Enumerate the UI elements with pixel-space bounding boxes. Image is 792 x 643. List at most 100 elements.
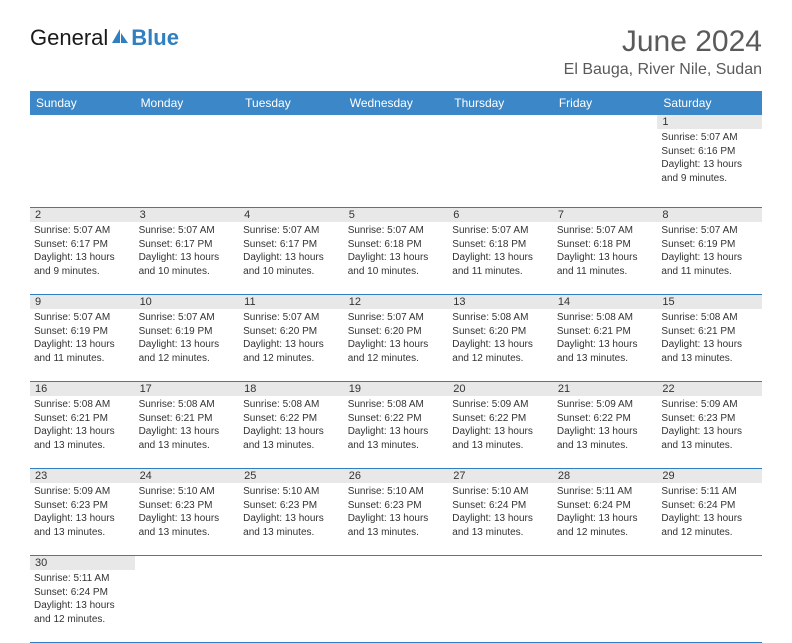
day-number bbox=[135, 115, 240, 129]
day-cell: Sunrise: 5:10 AMSunset: 6:23 PMDaylight:… bbox=[239, 483, 344, 555]
day-cell: Sunrise: 5:07 AMSunset: 6:20 PMDaylight:… bbox=[344, 309, 449, 381]
day-cell bbox=[135, 570, 240, 642]
sunrise-text: Sunrise: 5:07 AM bbox=[557, 224, 654, 238]
daylight-text: Daylight: 13 hours and 9 minutes. bbox=[661, 158, 758, 185]
sunrise-text: Sunrise: 5:09 AM bbox=[557, 398, 654, 412]
sunrise-text: Sunrise: 5:08 AM bbox=[557, 311, 654, 325]
day-cell bbox=[135, 129, 240, 207]
day-cell: Sunrise: 5:07 AMSunset: 6:19 PMDaylight:… bbox=[135, 309, 240, 381]
logo-text-blue: Blue bbox=[131, 25, 179, 51]
day-header-cell: Thursday bbox=[448, 91, 553, 115]
day-number: 17 bbox=[135, 382, 240, 396]
week-row: Sunrise: 5:11 AMSunset: 6:24 PMDaylight:… bbox=[30, 570, 762, 643]
sunrise-text: Sunrise: 5:11 AM bbox=[661, 485, 758, 499]
sunrise-text: Sunrise: 5:11 AM bbox=[557, 485, 654, 499]
day-cell bbox=[553, 129, 658, 207]
sunset-text: Sunset: 6:24 PM bbox=[34, 586, 131, 600]
day-number: 8 bbox=[657, 208, 762, 222]
day-number: 18 bbox=[239, 382, 344, 396]
day-number: 19 bbox=[344, 382, 449, 396]
day-cell bbox=[344, 570, 449, 642]
day-number bbox=[553, 115, 658, 129]
daylight-text: Daylight: 13 hours and 12 minutes. bbox=[557, 512, 654, 539]
sunrise-text: Sunrise: 5:08 AM bbox=[34, 398, 131, 412]
day-cell: Sunrise: 5:08 AMSunset: 6:21 PMDaylight:… bbox=[30, 396, 135, 468]
daylight-text: Daylight: 13 hours and 12 minutes. bbox=[139, 338, 236, 365]
sunset-text: Sunset: 6:23 PM bbox=[661, 412, 758, 426]
day-cell bbox=[448, 570, 553, 642]
sunrise-text: Sunrise: 5:07 AM bbox=[139, 224, 236, 238]
day-number: 11 bbox=[239, 295, 344, 309]
sunrise-text: Sunrise: 5:07 AM bbox=[661, 224, 758, 238]
day-cell bbox=[239, 129, 344, 207]
sunrise-text: Sunrise: 5:08 AM bbox=[139, 398, 236, 412]
daylight-text: Daylight: 13 hours and 13 minutes. bbox=[139, 512, 236, 539]
daylight-text: Daylight: 13 hours and 10 minutes. bbox=[139, 251, 236, 278]
day-number bbox=[448, 115, 553, 129]
sunrise-text: Sunrise: 5:09 AM bbox=[661, 398, 758, 412]
month-title: June 2024 bbox=[564, 25, 762, 59]
sunset-text: Sunset: 6:19 PM bbox=[661, 238, 758, 252]
daylight-text: Daylight: 13 hours and 10 minutes. bbox=[348, 251, 445, 278]
daylight-text: Daylight: 13 hours and 13 minutes. bbox=[139, 425, 236, 452]
sunset-text: Sunset: 6:19 PM bbox=[139, 325, 236, 339]
sunrise-text: Sunrise: 5:09 AM bbox=[452, 398, 549, 412]
weeks-container: 1Sunrise: 5:07 AMSunset: 6:16 PMDaylight… bbox=[30, 115, 762, 643]
daylight-text: Daylight: 13 hours and 11 minutes. bbox=[661, 251, 758, 278]
day-number bbox=[657, 556, 762, 570]
day-number: 3 bbox=[135, 208, 240, 222]
sunset-text: Sunset: 6:21 PM bbox=[139, 412, 236, 426]
day-number: 5 bbox=[344, 208, 449, 222]
day-header-row: SundayMondayTuesdayWednesdayThursdayFrid… bbox=[30, 91, 762, 115]
day-cell bbox=[448, 129, 553, 207]
day-cell: Sunrise: 5:07 AMSunset: 6:20 PMDaylight:… bbox=[239, 309, 344, 381]
daylight-text: Daylight: 13 hours and 12 minutes. bbox=[243, 338, 340, 365]
daylight-text: Daylight: 13 hours and 13 minutes. bbox=[557, 425, 654, 452]
day-number: 4 bbox=[239, 208, 344, 222]
daynum-row: 1 bbox=[30, 115, 762, 129]
sunrise-text: Sunrise: 5:07 AM bbox=[139, 311, 236, 325]
daylight-text: Daylight: 13 hours and 13 minutes. bbox=[243, 425, 340, 452]
day-number: 26 bbox=[344, 469, 449, 483]
day-number bbox=[344, 115, 449, 129]
sunset-text: Sunset: 6:19 PM bbox=[34, 325, 131, 339]
day-number: 27 bbox=[448, 469, 553, 483]
day-header-cell: Wednesday bbox=[344, 91, 449, 115]
daylight-text: Daylight: 13 hours and 11 minutes. bbox=[557, 251, 654, 278]
sunrise-text: Sunrise: 5:07 AM bbox=[348, 224, 445, 238]
sunset-text: Sunset: 6:16 PM bbox=[661, 145, 758, 159]
sunrise-text: Sunrise: 5:08 AM bbox=[348, 398, 445, 412]
sunrise-text: Sunrise: 5:07 AM bbox=[452, 224, 549, 238]
day-cell: Sunrise: 5:07 AMSunset: 6:17 PMDaylight:… bbox=[135, 222, 240, 294]
calendar: SundayMondayTuesdayWednesdayThursdayFrid… bbox=[30, 91, 762, 643]
header: GeneralBlue June 2024 El Bauga, River Ni… bbox=[30, 25, 762, 79]
day-number: 10 bbox=[135, 295, 240, 309]
sunset-text: Sunset: 6:18 PM bbox=[348, 238, 445, 252]
daylight-text: Daylight: 13 hours and 12 minutes. bbox=[452, 338, 549, 365]
day-header-cell: Tuesday bbox=[239, 91, 344, 115]
day-cell: Sunrise: 5:09 AMSunset: 6:22 PMDaylight:… bbox=[448, 396, 553, 468]
sunrise-text: Sunrise: 5:07 AM bbox=[243, 224, 340, 238]
day-number: 14 bbox=[553, 295, 658, 309]
daylight-text: Daylight: 13 hours and 12 minutes. bbox=[661, 512, 758, 539]
day-cell: Sunrise: 5:08 AMSunset: 6:21 PMDaylight:… bbox=[135, 396, 240, 468]
sunrise-text: Sunrise: 5:07 AM bbox=[348, 311, 445, 325]
daylight-text: Daylight: 13 hours and 13 minutes. bbox=[243, 512, 340, 539]
day-number: 28 bbox=[553, 469, 658, 483]
week-row: Sunrise: 5:07 AMSunset: 6:19 PMDaylight:… bbox=[30, 309, 762, 382]
sunset-text: Sunset: 6:17 PM bbox=[243, 238, 340, 252]
daynum-row: 30 bbox=[30, 556, 762, 570]
sunrise-text: Sunrise: 5:07 AM bbox=[661, 131, 758, 145]
day-cell: Sunrise: 5:11 AMSunset: 6:24 PMDaylight:… bbox=[30, 570, 135, 642]
daylight-text: Daylight: 13 hours and 11 minutes. bbox=[452, 251, 549, 278]
sunset-text: Sunset: 6:23 PM bbox=[139, 499, 236, 513]
day-number bbox=[135, 556, 240, 570]
daylight-text: Daylight: 13 hours and 13 minutes. bbox=[348, 512, 445, 539]
daynum-row: 2345678 bbox=[30, 208, 762, 222]
day-number: 22 bbox=[657, 382, 762, 396]
day-number: 12 bbox=[344, 295, 449, 309]
day-number: 30 bbox=[30, 556, 135, 570]
week-row: Sunrise: 5:08 AMSunset: 6:21 PMDaylight:… bbox=[30, 396, 762, 469]
sunset-text: Sunset: 6:24 PM bbox=[557, 499, 654, 513]
daylight-text: Daylight: 13 hours and 13 minutes. bbox=[661, 338, 758, 365]
